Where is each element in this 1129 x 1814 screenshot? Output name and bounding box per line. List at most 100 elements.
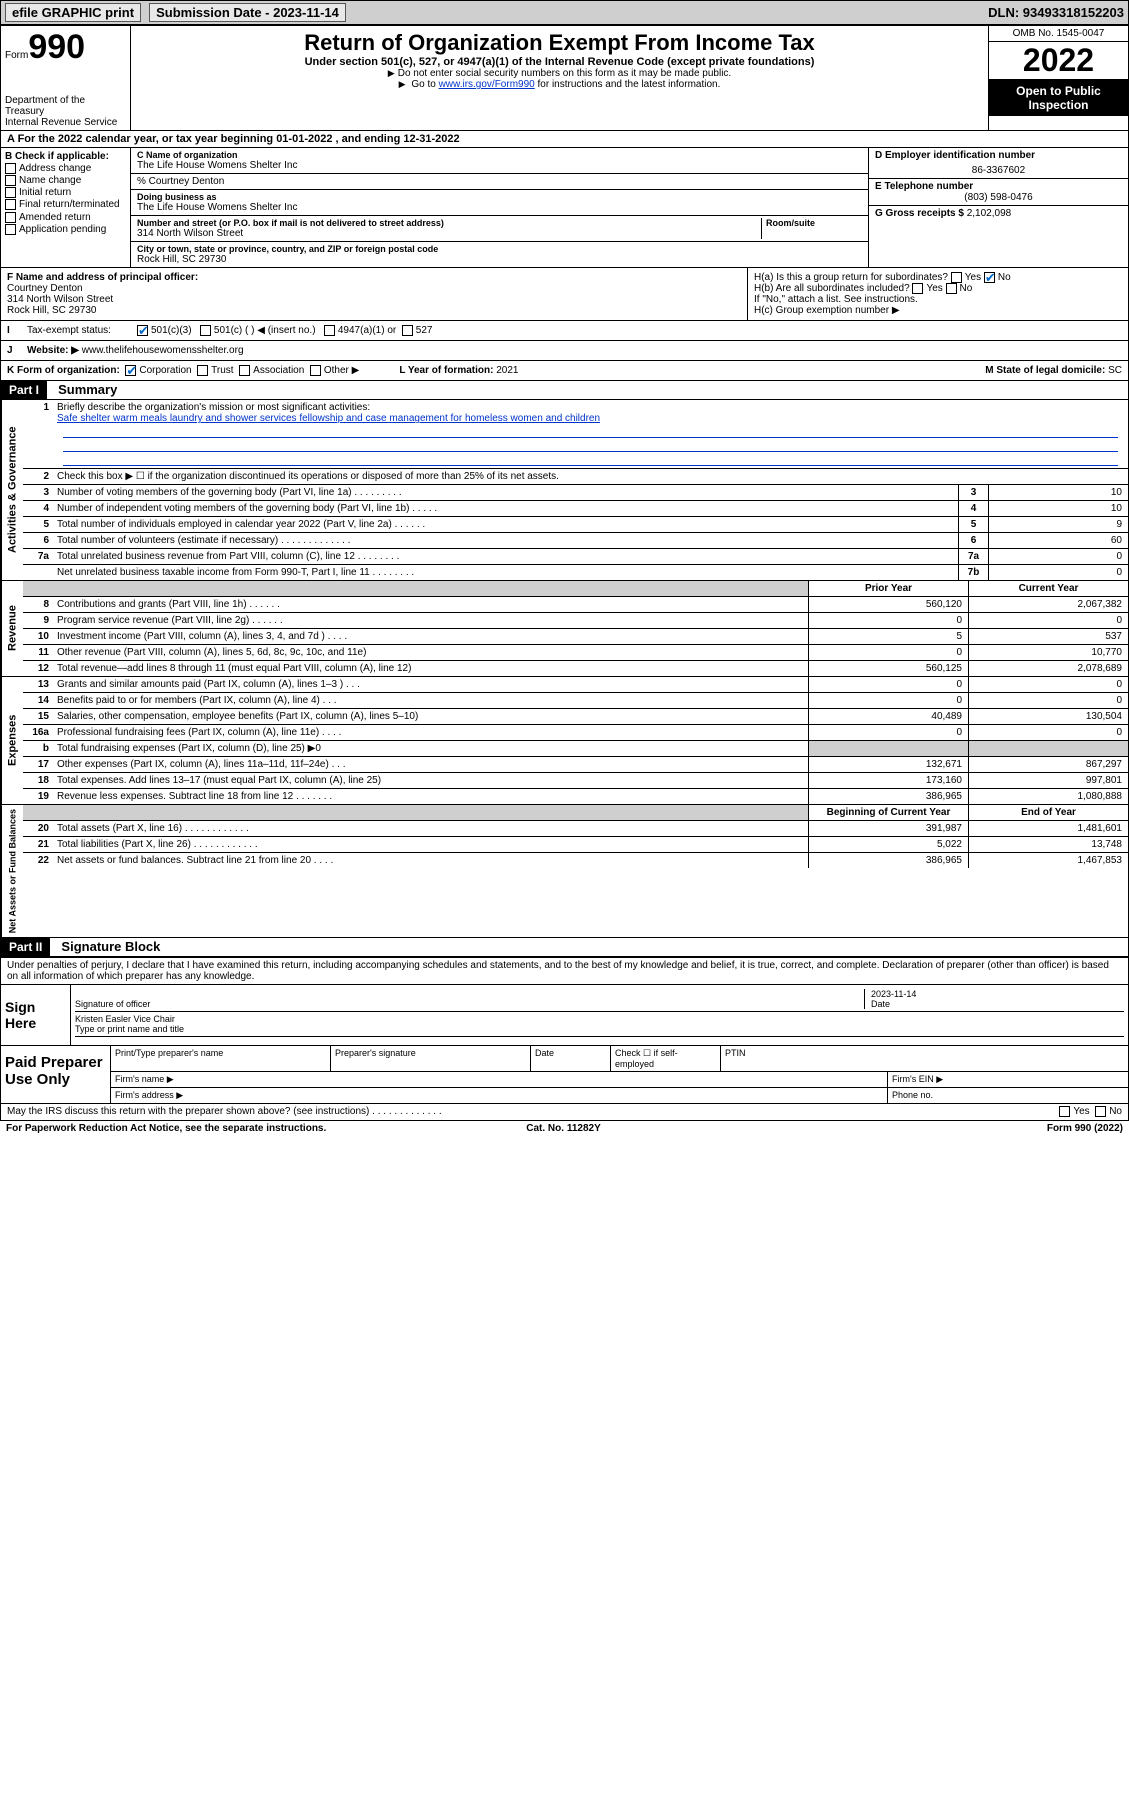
omb-number: OMB No. 1545-0047: [989, 26, 1128, 42]
phone: (803) 598-0476: [875, 192, 1122, 203]
col-f: F Name and address of principal officer:…: [1, 268, 748, 320]
dln-text: DLN: 93493318152203: [988, 5, 1124, 20]
prior-val: 386,965: [808, 853, 968, 868]
cb-hb-no[interactable]: [946, 283, 957, 294]
k-label: K Form of organization:: [7, 365, 120, 376]
cb-501c[interactable]: [200, 325, 211, 336]
hb-note: If "No," attach a list. See instructions…: [754, 294, 1122, 305]
goto-post: for instructions and the latest informat…: [535, 79, 721, 90]
line-num: 18: [23, 773, 53, 788]
cb-discuss-yes[interactable]: [1059, 1106, 1070, 1117]
paid-r1-1: Preparer's signature: [331, 1046, 531, 1071]
ha-yes: Yes: [965, 272, 981, 283]
part1-header: Part I: [1, 381, 47, 399]
cb-name-change[interactable]: [5, 175, 16, 186]
header-right: OMB No. 1545-0047 2022 Open to Public In…: [988, 26, 1128, 130]
line-num: 13: [23, 677, 53, 692]
opt-final-return: Final return/terminated: [19, 200, 120, 211]
cb-ha-yes[interactable]: [951, 272, 962, 283]
cb-application-pending[interactable]: [5, 224, 16, 235]
form-number: 990: [28, 28, 85, 66]
hb-label: H(b) Are all subordinates included?: [754, 283, 910, 294]
cb-initial-return[interactable]: [5, 187, 16, 198]
irs-discuss-row: May the IRS discuss this return with the…: [0, 1104, 1129, 1120]
dept-treasury: Department of the Treasury: [5, 95, 126, 117]
paid-label: Paid Preparer Use Only: [1, 1046, 111, 1103]
discuss-yes: Yes: [1073, 1107, 1089, 1118]
cb-address-change[interactable]: [5, 163, 16, 174]
cb-trust[interactable]: [197, 365, 208, 376]
sig-date: 2023-11-14: [871, 989, 916, 999]
j-website: www.thelifehousewomensshelter.org: [82, 345, 244, 356]
line-val: 10: [988, 501, 1128, 516]
part-2: Part II Signature Block: [0, 938, 1129, 958]
ha-label: H(a) Is this a group return for subordin…: [754, 272, 948, 283]
cb-ha-no[interactable]: [984, 272, 995, 283]
ssn-note: Do not enter social security numbers on …: [135, 68, 984, 79]
row-k: K Form of organization: Corporation Trus…: [0, 361, 1129, 381]
line-text: Other revenue (Part VIII, column (A), li…: [53, 645, 808, 660]
line-box: 3: [958, 485, 988, 500]
sig-name: Kristen Easler Vice Chair: [75, 1014, 175, 1024]
cb-4947[interactable]: [324, 325, 335, 336]
addr-label: Number and street (or P.O. box if mail i…: [137, 218, 761, 228]
cb-501c3[interactable]: [137, 325, 148, 336]
prior-val: 173,160: [808, 773, 968, 788]
section-activities-label: Activities & Governance: [1, 400, 23, 580]
opt-initial-return: Initial return: [19, 187, 71, 198]
line-text: Salaries, other compensation, employee b…: [53, 709, 808, 724]
opt-4947: 4947(a)(1) or: [338, 325, 396, 336]
cb-assoc[interactable]: [239, 365, 250, 376]
line2: Check this box ▶ ☐ if the organization d…: [53, 469, 1128, 484]
irs-link[interactable]: www.irs.gov/Form990: [439, 79, 535, 90]
line-box: 7a: [958, 549, 988, 564]
submission-date-button[interactable]: Submission Date - 2023-11-14: [149, 3, 346, 22]
current-val: 10,770: [968, 645, 1128, 660]
cb-other[interactable]: [310, 365, 321, 376]
form-label: Form: [5, 50, 28, 61]
paid-preparer-block: Paid Preparer Use Only Print/Type prepar…: [0, 1046, 1129, 1104]
col-b: B Check if applicable: Address change Na…: [1, 148, 131, 267]
line-num: 17: [23, 757, 53, 772]
hb-yes: Yes: [926, 283, 942, 294]
paid-firm-ein: Firm's EIN ▶: [888, 1072, 1128, 1087]
city-label: City or town, state or province, country…: [137, 244, 862, 254]
cb-discuss-no[interactable]: [1095, 1106, 1106, 1117]
open-public: Open to Public Inspection: [989, 80, 1128, 116]
line-text: Professional fundraising fees (Part IX, …: [53, 725, 808, 740]
current-val: 2,078,689: [968, 661, 1128, 676]
cb-hb-yes[interactable]: [912, 283, 923, 294]
m-label: M State of legal domicile:: [985, 365, 1105, 376]
efile-button[interactable]: efile GRAPHIC print: [5, 3, 141, 22]
opt-address-change: Address change: [19, 163, 91, 174]
cb-527[interactable]: [402, 325, 413, 336]
ein: 86-3367602: [875, 165, 1122, 176]
current-val: 537: [968, 629, 1128, 644]
line-val: 60: [988, 533, 1128, 548]
section-bcd: B Check if applicable: Address change Na…: [0, 148, 1129, 268]
sign-here-label: Sign Here: [1, 985, 71, 1045]
prior-val: 0: [808, 725, 968, 740]
opt-corp: Corporation: [139, 365, 191, 376]
prior-val: 40,489: [808, 709, 968, 724]
cb-amended-return[interactable]: [5, 212, 16, 223]
paid-r1-3: Check ☐ if self-employed: [611, 1046, 721, 1071]
line-num: 8: [23, 597, 53, 612]
line-num: 9: [23, 613, 53, 628]
line-text: Total number of volunteers (estimate if …: [53, 533, 958, 548]
prior-val: 132,671: [808, 757, 968, 772]
f-addr2: Rock Hill, SC 29730: [7, 305, 741, 316]
hc-label: H(c) Group exemption number ▶: [754, 305, 1122, 316]
part2-header: Part II: [1, 938, 50, 956]
line-text: Total expenses. Add lines 13–17 (must eq…: [53, 773, 808, 788]
phone-label: E Telephone number: [875, 181, 1122, 192]
line-a: A For the 2022 calendar year, or tax yea…: [0, 131, 1129, 148]
prior-val: 0: [808, 645, 968, 660]
cb-final-return[interactable]: [5, 199, 16, 210]
cb-corp[interactable]: [125, 365, 136, 376]
line-box: 7b: [958, 565, 988, 580]
part2-title: Signature Block: [53, 937, 168, 956]
irs-discuss-q: May the IRS discuss this return with the…: [7, 1106, 442, 1117]
header-left: Form990 Department of the Treasury Inter…: [1, 26, 131, 130]
line-num: 15: [23, 709, 53, 724]
